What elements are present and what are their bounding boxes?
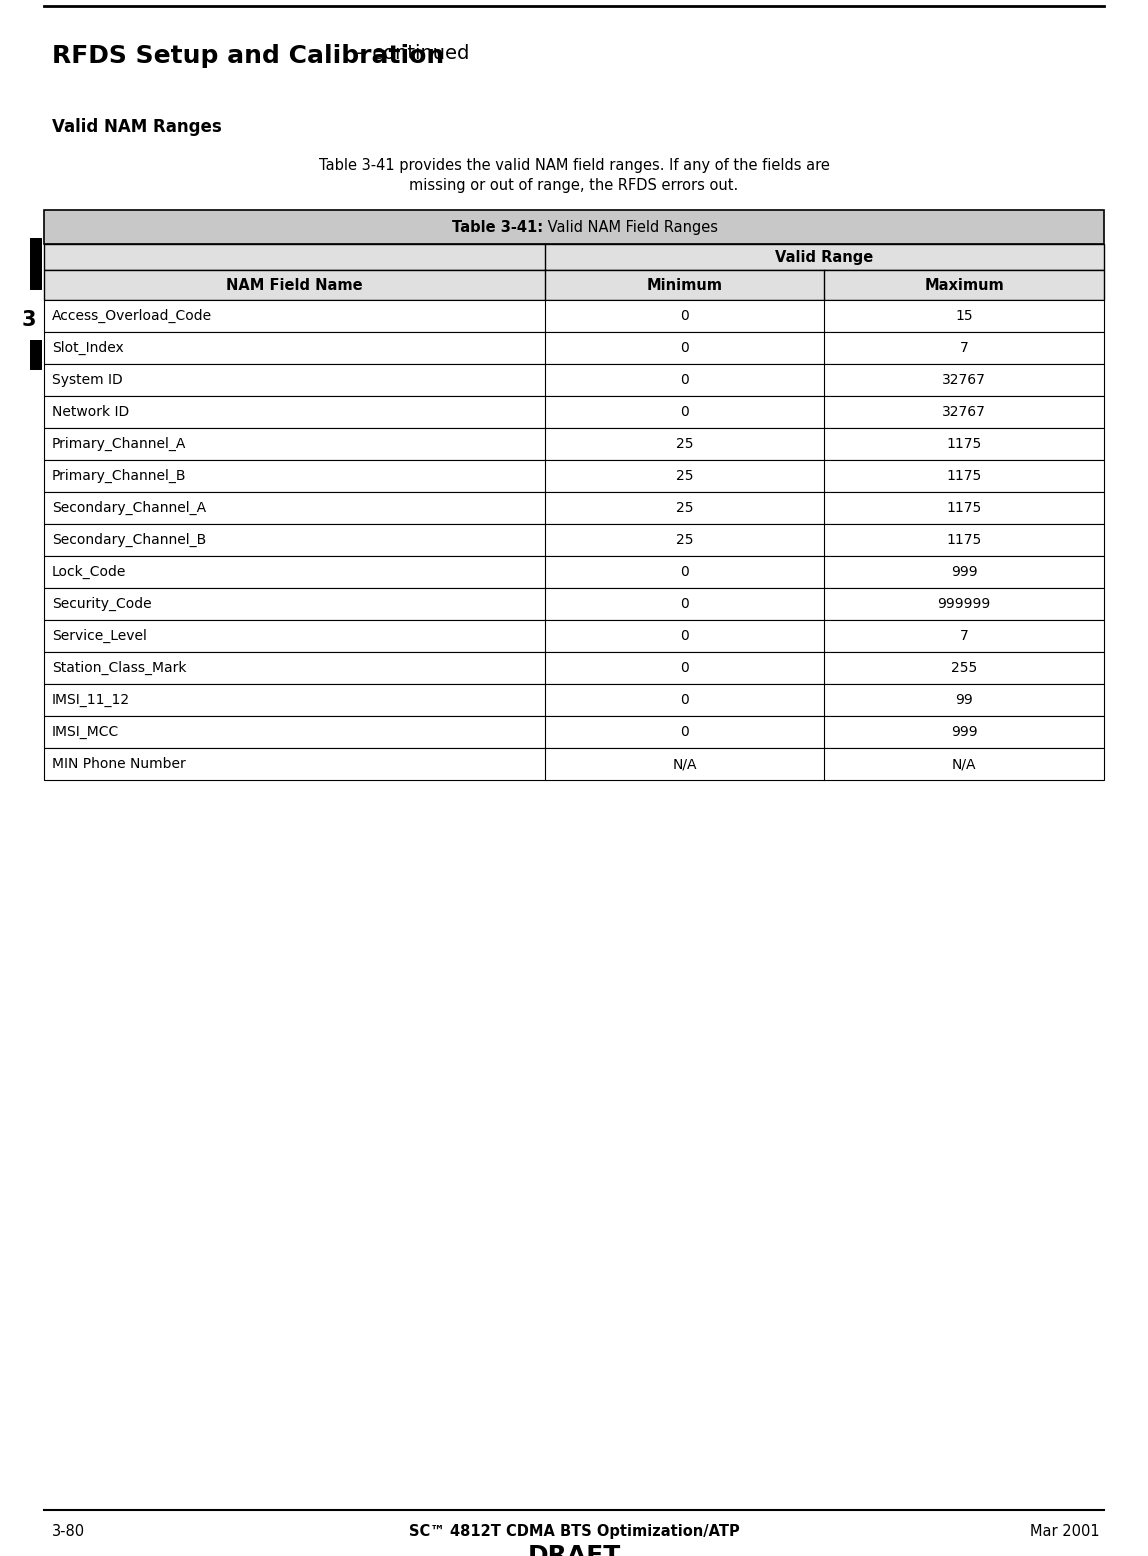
Text: 0: 0 [680, 341, 689, 355]
Text: 7: 7 [960, 629, 969, 643]
Text: Maximum: Maximum [924, 277, 1003, 293]
Text: missing or out of range, the RFDS errors out.: missing or out of range, the RFDS errors… [410, 177, 738, 193]
Text: Mar 2001: Mar 2001 [1031, 1523, 1100, 1539]
Text: 32767: 32767 [943, 373, 986, 387]
Text: RFDS Setup and Calibration: RFDS Setup and Calibration [52, 44, 444, 68]
Bar [44, 748, 1104, 780]
Bar [44, 619, 1104, 652]
Text: Primary_Channel_A: Primary_Channel_A [52, 437, 186, 451]
Text: 0: 0 [680, 598, 689, 612]
Bar [44, 244, 1104, 271]
Text: 25: 25 [676, 437, 693, 451]
Bar [44, 461, 1104, 492]
Text: 25: 25 [676, 468, 693, 482]
Text: 999999: 999999 [938, 598, 991, 612]
Text: 99: 99 [955, 692, 972, 706]
Text: IMSI_11_12: IMSI_11_12 [52, 692, 130, 706]
Text: 0: 0 [680, 725, 689, 739]
Text: Primary_Channel_B: Primary_Channel_B [52, 468, 186, 482]
Text: 0: 0 [680, 661, 689, 675]
Text: 0: 0 [680, 629, 689, 643]
Text: 255: 255 [951, 661, 977, 675]
Text: 1175: 1175 [946, 534, 982, 548]
Text: 0: 0 [680, 310, 689, 324]
Text: 7: 7 [960, 341, 969, 355]
Text: 32767: 32767 [943, 405, 986, 419]
Text: N/A: N/A [673, 758, 697, 772]
Bar [44, 685, 1104, 716]
Bar [44, 716, 1104, 748]
Text: DRAFT: DRAFT [527, 1544, 621, 1556]
Text: Service_Level: Service_Level [52, 629, 147, 643]
Bar [44, 428, 1104, 461]
Bar [44, 271, 1104, 300]
Text: Valid Range: Valid Range [775, 249, 874, 265]
Text: Security_Code: Security_Code [52, 598, 152, 612]
Text: 0: 0 [680, 565, 689, 579]
Text: Table 3-41:: Table 3-41: [452, 219, 543, 235]
Text: 15: 15 [955, 310, 972, 324]
Text: Valid NAM Ranges: Valid NAM Ranges [52, 118, 222, 135]
Text: N/A: N/A [952, 758, 976, 772]
Text: Table 3-41 provides the valid NAM field ranges. If any of the fields are: Table 3-41 provides the valid NAM field … [318, 159, 830, 173]
Text: Minimum: Minimum [646, 277, 722, 293]
Text: MIN Phone Number: MIN Phone Number [52, 758, 186, 772]
Bar [44, 364, 1104, 395]
Bar [44, 555, 1104, 588]
Bar [44, 395, 1104, 428]
Text: 0: 0 [680, 692, 689, 706]
Text: Secondary_Channel_A: Secondary_Channel_A [52, 501, 207, 515]
Text: 1175: 1175 [946, 437, 982, 451]
Bar [44, 588, 1104, 619]
Bar [44, 524, 1104, 555]
Bar [44, 210, 1104, 244]
Text: 25: 25 [676, 501, 693, 515]
Text: Slot_Index: Slot_Index [52, 341, 124, 355]
Text: System ID: System ID [52, 373, 123, 387]
Text: Secondary_Channel_B: Secondary_Channel_B [52, 532, 207, 548]
Text: Valid NAM Field Ranges: Valid NAM Field Ranges [543, 219, 718, 235]
Bar [44, 652, 1104, 685]
Bar [30, 238, 42, 289]
Text: 999: 999 [951, 725, 977, 739]
Text: NAM Field Name: NAM Field Name [226, 277, 363, 293]
Bar [44, 331, 1104, 364]
Text: SC™ 4812T CDMA BTS Optimization/ATP: SC™ 4812T CDMA BTS Optimization/ATP [409, 1523, 739, 1539]
Bar [30, 341, 42, 370]
Text: IMSI_MCC: IMSI_MCC [52, 725, 119, 739]
Text: 0: 0 [680, 405, 689, 419]
Text: 25: 25 [676, 534, 693, 548]
Text: Access_Overload_Code: Access_Overload_Code [52, 310, 212, 324]
Text: 3-80: 3-80 [52, 1523, 85, 1539]
Text: 999: 999 [951, 565, 977, 579]
Text: 0: 0 [680, 373, 689, 387]
Bar [44, 492, 1104, 524]
Text: Network ID: Network ID [52, 405, 130, 419]
Text: Station_Class_Mark: Station_Class_Mark [52, 661, 186, 675]
Text: 1175: 1175 [946, 468, 982, 482]
Text: Lock_Code: Lock_Code [52, 565, 126, 579]
Text: – continued: – continued [350, 44, 470, 62]
Text: 3: 3 [22, 310, 37, 330]
Text: 1175: 1175 [946, 501, 982, 515]
Bar [44, 300, 1104, 331]
